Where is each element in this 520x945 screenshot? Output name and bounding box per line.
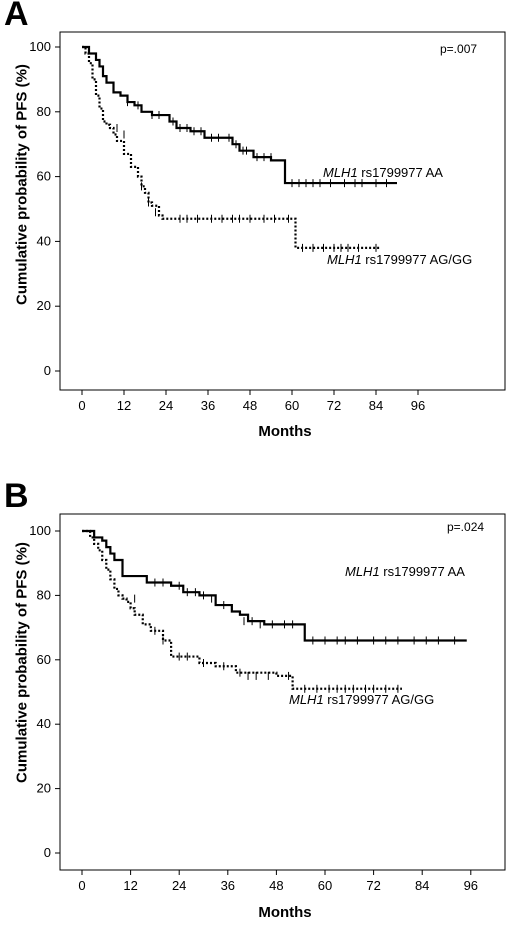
- y-tick-label: 100: [29, 523, 51, 538]
- y-tick-label: 40: [37, 233, 51, 248]
- survival-plot-a: 0 12 24 36 48 60 72 84 96 0 20 40 60 80 100 MLH1 rs1799…: [29, 31, 506, 413]
- survival-plot-b: 0 12 24 36 48 60 72 84 96 0 20 40 60 80 100 MLH1 rs1799…: [29, 513, 506, 893]
- x-tick-label: 36: [221, 878, 235, 893]
- curve-label-ag-gg: MLH1 rs1799977 AG/GG: [289, 692, 434, 707]
- x-tick-label: 96: [411, 398, 425, 413]
- x-tick-label: 48: [243, 398, 257, 413]
- x-tick-label: 48: [269, 878, 283, 893]
- y-tick-label: 20: [37, 298, 51, 313]
- x-tick-label: 12: [123, 878, 137, 893]
- y-tick-label: 20: [37, 781, 51, 796]
- x-tick-label: 0: [78, 398, 85, 413]
- y-tick-label: 60: [37, 169, 51, 184]
- panel-letter: A: [4, 0, 29, 33]
- survival-curve-ag-gg: [82, 529, 402, 690]
- x-tick-label: 96: [464, 878, 478, 893]
- y-tick-label: 80: [37, 587, 51, 602]
- y-tick-label: 60: [37, 652, 51, 667]
- curve-label-ag-gg: MLH1 rs1799977 AG/GG: [327, 252, 472, 267]
- plot-frame: [59, 513, 506, 871]
- y-tick-label: 40: [37, 716, 51, 731]
- panel-b: B Cumulative probability of PFS (%) Mont…: [0, 477, 520, 945]
- x-tick-label: 0: [78, 878, 85, 893]
- x-tick-label: 24: [159, 398, 173, 413]
- survival-curve-ag-gg: [82, 45, 380, 249]
- y-tick-label: 0: [44, 845, 51, 860]
- panel-a: A Cumulative probability of PFS (%) Mont…: [0, 0, 520, 463]
- p-value-annotation: p=.024: [447, 520, 485, 534]
- x-tick-label: 36: [201, 398, 215, 413]
- plot-frame: [59, 31, 506, 391]
- x-tick-label: 72: [327, 398, 341, 413]
- y-tick-label: 0: [44, 363, 51, 378]
- x-tick-label: 84: [415, 878, 429, 893]
- x-tick-label: 60: [285, 398, 299, 413]
- x-axis-label: Months: [258, 904, 312, 921]
- p-value-annotation: p=.007: [440, 42, 478, 56]
- y-tick-label: 80: [37, 104, 51, 119]
- x-tick-label: 72: [366, 878, 380, 893]
- x-tick-label: 84: [369, 398, 383, 413]
- survival-curve-aa: [82, 529, 467, 642]
- curve-label-aa: MLH1 rs1799977 AA: [345, 564, 465, 579]
- x-tick-label: 60: [318, 878, 332, 893]
- x-tick-label: 12: [117, 398, 131, 413]
- panel-letter: B: [4, 477, 29, 515]
- survival-curve-aa: [82, 45, 397, 185]
- x-tick-label: 24: [172, 878, 186, 893]
- y-tick-label: 100: [29, 39, 51, 54]
- curve-label-aa: MLH1 rs1799977 AA: [323, 165, 443, 180]
- x-axis-label: Months: [258, 423, 312, 440]
